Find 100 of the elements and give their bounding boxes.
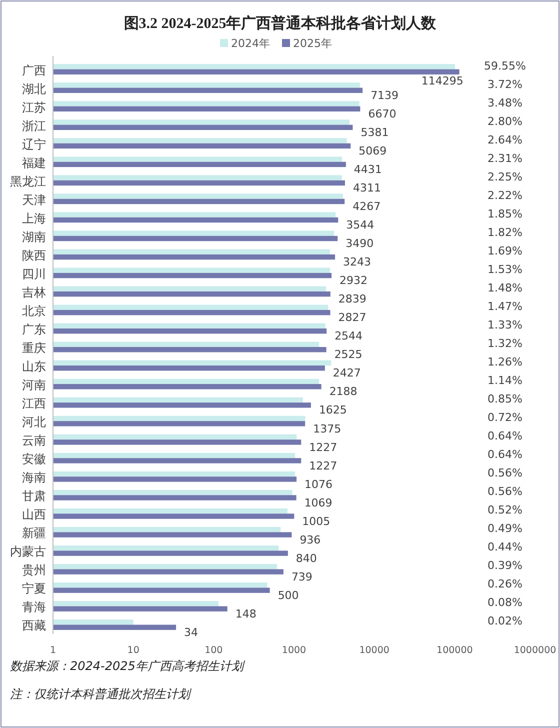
y-tick-label: 湖北 (22, 82, 46, 96)
data-label: 5069 (358, 144, 387, 158)
data-label: 3490 (346, 237, 374, 250)
data-label: 2188 (329, 385, 358, 398)
data-label: 3243 (343, 256, 372, 269)
data-label: 3544 (346, 218, 374, 232)
data-label: 2427 (332, 366, 361, 380)
data-label: 4311 (352, 182, 381, 195)
annotation: 2.64% (488, 133, 522, 146)
x-tick-label: 1 (50, 645, 56, 656)
annotation: 0.52% (488, 504, 522, 517)
data-label: 1625 (318, 404, 347, 417)
annotation: 1.33% (488, 318, 522, 332)
annotation: 1.85% (488, 207, 522, 220)
data-label: 1076 (304, 478, 333, 491)
data-label: 148 (235, 607, 256, 620)
data-label: 2932 (340, 274, 368, 288)
y-tick-label: 江苏 (22, 100, 46, 114)
annotation: 0.26% (488, 578, 522, 591)
y-tick-label: 青海 (22, 600, 46, 614)
annotation: 1.32% (488, 337, 522, 350)
annotation: 0.64% (488, 430, 522, 443)
y-tick-label: 浙江 (22, 118, 46, 133)
annotation: 0.49% (488, 522, 522, 536)
y-tick-label: 山西 (22, 508, 46, 522)
x-tick-label: 10 (127, 645, 140, 656)
data-label: 1227 (309, 459, 338, 472)
data-label: 2525 (334, 348, 362, 362)
data-label: 500 (278, 588, 299, 602)
annotation: 0.08% (488, 596, 522, 610)
data-label: 5381 (360, 126, 389, 140)
data-label: 7139 (370, 88, 399, 102)
annotation: 0.85% (488, 392, 522, 406)
x-tick-label: 1000 (282, 645, 306, 656)
y-tick-label: 宁夏 (22, 582, 46, 596)
annotation: 1.69% (488, 244, 522, 258)
legend-label: 2025年 (293, 37, 332, 50)
annotation: 1.53% (488, 262, 522, 276)
y-tick-label: 内蒙古 (10, 544, 46, 559)
annotation: 59.55% (484, 59, 526, 72)
data-label: 1375 (313, 422, 342, 436)
annotation: 0.72% (488, 411, 522, 424)
y-tick-label: 山东 (22, 360, 46, 374)
y-tick-label: 陕西 (22, 248, 46, 262)
data-label: 1227 (309, 440, 338, 454)
x-tick-label: 100000 (436, 645, 473, 656)
y-tick-label: 吉林 (22, 285, 46, 300)
annotation: 1.26% (488, 356, 522, 369)
annotation: 3.48% (488, 96, 522, 110)
data-label: 34 (184, 626, 198, 639)
source-note: 数据来源：2024-2025年广西高考招生计划 (10, 659, 246, 673)
annotation: 2.80% (488, 114, 522, 128)
y-tick-label: 新疆 (22, 526, 46, 540)
data-label: 4431 (354, 163, 382, 176)
annotation: 0.44% (488, 540, 522, 554)
data-label: 936 (300, 533, 321, 546)
annotation: 0.02% (488, 614, 522, 628)
y-tick-label: 黑龙江 (10, 174, 46, 188)
annotation: 1.14% (488, 374, 522, 388)
data-label: 4267 (352, 200, 381, 214)
y-tick-label: 四川 (22, 266, 46, 281)
y-tick-label: 上海 (22, 211, 46, 226)
y-tick-label: 湖南 (22, 230, 46, 244)
y-tick-label: 贵州 (22, 563, 46, 578)
data-label: 2839 (338, 292, 366, 306)
chart-title: 图3.2 2024-2025年广西普通本科批各省计划人数 (124, 14, 438, 32)
y-tick-label: 甘肃 (22, 489, 46, 504)
annotation: 0.56% (488, 485, 522, 498)
annotation: 2.31% (488, 152, 522, 165)
y-tick-label: 西藏 (22, 618, 46, 633)
data-label: 739 (291, 570, 312, 584)
data-label: 114295 (421, 74, 464, 88)
annotation: 1.48% (488, 281, 522, 294)
data-label: 840 (296, 552, 317, 565)
y-tick-label: 重庆 (22, 341, 46, 355)
annotation: 2.22% (488, 188, 522, 202)
annotation: 3.72% (488, 78, 522, 91)
data-label: 2544 (334, 330, 363, 343)
y-tick-label: 辽宁 (22, 137, 46, 152)
data-label: 1005 (302, 514, 330, 528)
x-tick-label: 1000000 (514, 645, 556, 656)
x-tick-label: 10000 (359, 645, 390, 656)
y-tick-label: 海南 (22, 470, 46, 485)
y-tick-label: 河南 (22, 378, 46, 392)
y-tick-label: 云南 (22, 434, 46, 448)
y-tick-label: 安徽 (22, 452, 46, 466)
y-tick-label: 北京 (22, 304, 46, 318)
annotation: 2.25% (488, 170, 522, 184)
data-label: 6670 (368, 107, 396, 120)
y-tick-label: 江西 (22, 396, 46, 411)
y-tick-label: 福建 (22, 156, 46, 170)
x-tick-label: 100 (204, 645, 223, 656)
annotation: 0.64% (488, 448, 522, 462)
annotation: 1.47% (488, 300, 522, 313)
legend-label: 2024年 (231, 37, 270, 50)
annotation: 0.56% (488, 466, 522, 480)
y-tick-label: 河北 (22, 415, 46, 430)
y-tick-label: 广东 (22, 322, 46, 336)
annotation: 1.82% (488, 226, 522, 239)
y-tick-label: 天津 (22, 192, 46, 207)
